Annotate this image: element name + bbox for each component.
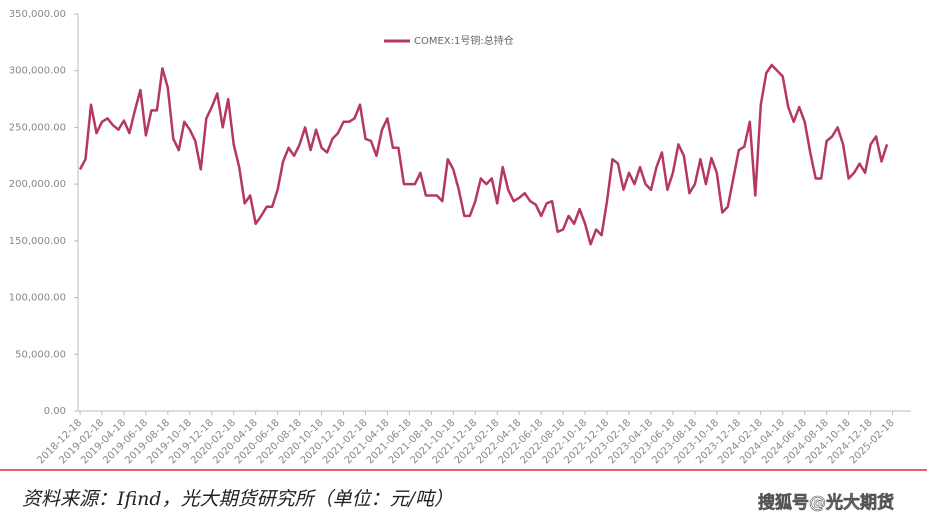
y-tick-label: 350,000.00 xyxy=(9,9,66,20)
watermark: 搜狐号@光大期货 xyxy=(758,492,894,513)
y-tick-label: 50,000.00 xyxy=(15,349,66,360)
y-tick-label: 250,000.00 xyxy=(9,122,66,133)
source-note: 资料来源：Ifind，光大期货研究所（单位：元/吨） xyxy=(22,488,453,510)
y-tick-label: 100,000.00 xyxy=(9,293,66,304)
y-tick-label: 150,000.00 xyxy=(9,236,66,247)
legend-label: COMEX:1号铜:总持仓 xyxy=(414,34,514,47)
y-tick-label: 200,000.00 xyxy=(9,179,66,190)
line xyxy=(78,63,889,246)
y-tick-label: 300,000.00 xyxy=(9,66,66,77)
y-tick-label: 0.00 xyxy=(44,406,66,417)
